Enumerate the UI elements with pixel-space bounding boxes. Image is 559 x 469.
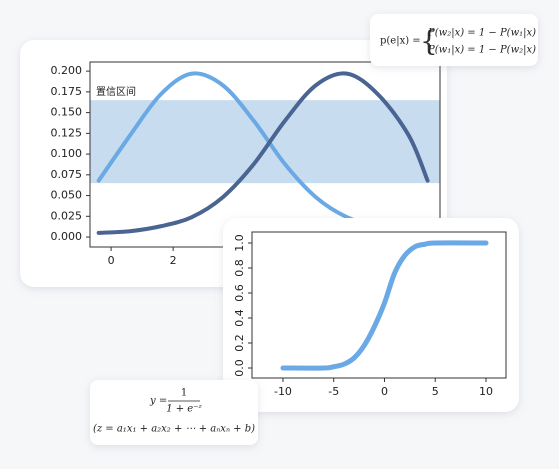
x-tick-label: -10 xyxy=(274,385,292,398)
band-label: 置信区间 xyxy=(96,85,136,98)
chart: 置信区间 0.000 0.025 0.050 0.075 0.100 0.125 0.150 0… xyxy=(51,61,441,267)
formula-lhs: y = xyxy=(149,396,167,407)
chart: 0.0 0.2 0.4 0.6 0.8 1.0 -10 -5 0 5 10 xyxy=(233,231,507,398)
y-tick-label: 0.8 xyxy=(233,259,246,277)
denominator: 1 + e⁻ᶻ xyxy=(166,404,202,415)
x-tick-label: 0 xyxy=(108,254,115,267)
y-tick-label: 0.050 xyxy=(51,189,83,202)
formula-line: P(w₁|x) = 1 − P(w₂|x) xyxy=(427,45,536,56)
numerator: 1 xyxy=(181,388,187,399)
x-tick-label: 2 xyxy=(170,254,177,267)
formula-card: y = 1 1 + e⁻ᶻ (z = a₁x₁ + a₂x₂ + ⋯ + aₙx… xyxy=(90,380,258,445)
card xyxy=(223,218,519,412)
x-tick-label: 5 xyxy=(432,385,439,398)
x-tick-label: 10 xyxy=(479,385,493,398)
plot-frame xyxy=(251,231,507,379)
formula-line: P(w₂|x) = 1 − P(w₁|x) xyxy=(427,28,536,39)
y-tick-label: 0.6 xyxy=(233,284,246,302)
line-series xyxy=(96,71,430,235)
y-tick-label: 0.025 xyxy=(51,209,83,222)
card xyxy=(90,380,258,445)
brace: { xyxy=(420,25,438,58)
y-tick-label: 1.0 xyxy=(233,234,246,252)
line-series xyxy=(280,240,489,371)
x-tick-label: 0 xyxy=(381,385,388,398)
y-tick-label: 0.4 xyxy=(233,309,246,327)
card xyxy=(370,14,538,66)
formula-lhs: p(e|x) = xyxy=(380,36,421,47)
y-tick-label: 0.000 xyxy=(51,230,83,243)
y-tick-label: 0.075 xyxy=(51,168,83,181)
y-tick-label: 0.0 xyxy=(233,359,246,377)
y-tick-label: 0.2 xyxy=(233,334,246,352)
confidence-band xyxy=(90,100,440,184)
formula-note: (z = a₁x₁ + a₂x₂ + ⋯ + aₙxₙ + b) xyxy=(93,424,255,435)
y-tick-label: 0.150 xyxy=(51,106,83,119)
y-tick-label: 0.175 xyxy=(51,85,83,98)
y-tick-label: 0.200 xyxy=(51,64,83,77)
x-tick-label: -5 xyxy=(328,385,339,398)
y-tick-label: 0.125 xyxy=(51,126,83,139)
formula-card: p(e|x) = { P(w₂|x) = 1 − P(w₁|x) P(w₁|x)… xyxy=(370,14,538,66)
y-tick-label: 0.100 xyxy=(51,147,83,160)
